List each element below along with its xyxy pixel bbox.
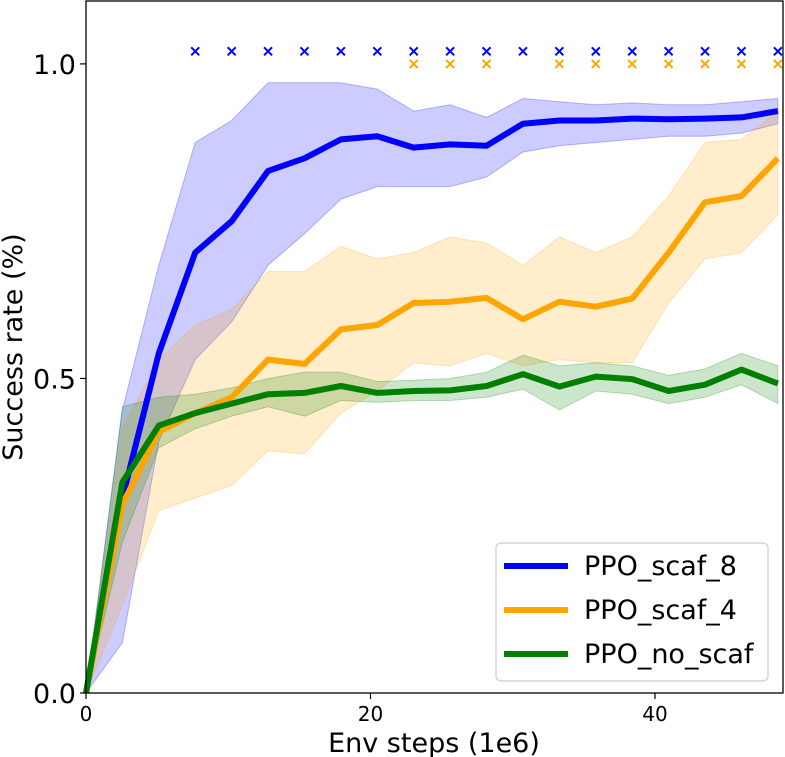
line-ppo-scaf-8 (83, 108, 779, 694)
marker-ppo-scaf-8 (554, 46, 565, 57)
y-tick-label: 0.5 (33, 364, 76, 395)
marker-ppo-scaf-8 (663, 46, 674, 57)
legend-label-ppo-scaf-4: PPO_scaf_4 (584, 595, 737, 626)
x-axis-label: Env steps (1e6) (328, 728, 540, 757)
x-tick-label: 40 (642, 702, 667, 726)
marker-ppo-scaf-4 (481, 59, 492, 69)
marker-ppo-scaf-8 (336, 46, 346, 57)
y-tick-label: 1.0 (33, 50, 76, 81)
marker-ppo-scaf-8 (372, 46, 383, 57)
legend: PPO_scaf_8 PPO_scaf_4 PPO_no_scaf (495, 542, 769, 682)
y-axis-ticks: 0.0 0.5 1.0 (33, 50, 86, 710)
marker-ppo-scaf-8 (736, 46, 747, 57)
marker-ppo-scaf-4 (554, 59, 565, 69)
marker-ppo-scaf-4 (736, 59, 747, 69)
line-ppo-no-scaf (83, 366, 779, 694)
legend-label-ppo-no-scaf: PPO_no_scaf (584, 639, 755, 670)
marker-ppo-scaf-4 (773, 59, 783, 69)
marker-ppo-scaf-4 (700, 59, 710, 69)
band-ppo-no-scaf (85, 352, 779, 694)
axes-frame (85, 0, 784, 694)
marker-ppo-scaf-8 (481, 46, 492, 57)
series-lines (83, 108, 781, 694)
legend-box (495, 542, 769, 682)
marker-ppo-scaf-8 (773, 46, 783, 57)
marker-ppo-scaf-4 (627, 59, 637, 69)
marker-ppo-scaf-8 (263, 46, 273, 57)
x-axis-ticks: 0 20 40 (80, 693, 668, 726)
marker-ppo-scaf-8 (700, 46, 710, 57)
legend-label-ppo-scaf-8: PPO_scaf_8 (584, 551, 737, 582)
marker-ppo-scaf-8 (226, 46, 237, 57)
marker-ppo-scaf-4 (445, 59, 455, 69)
marker-ppo-scaf-8 (299, 46, 310, 57)
significance-markers (190, 46, 783, 69)
marker-ppo-scaf-8 (518, 46, 528, 57)
y-tick-label: 0.0 (33, 679, 76, 710)
band-ppo-scaf-4 (85, 110, 779, 694)
marker-ppo-scaf-4 (591, 59, 601, 69)
marker-ppo-scaf-8 (409, 46, 419, 57)
x-tick-label: 20 (358, 702, 383, 726)
marker-ppo-scaf-8 (591, 46, 601, 57)
marker-ppo-scaf-8 (190, 46, 200, 57)
y-axis-label: Success rate (%) (0, 233, 29, 460)
marker-ppo-scaf-4 (663, 59, 674, 69)
x-tick-label: 0 (80, 702, 93, 726)
marker-ppo-scaf-8 (445, 46, 455, 57)
marker-ppo-scaf-4 (409, 59, 419, 69)
marker-ppo-scaf-8 (627, 46, 637, 57)
